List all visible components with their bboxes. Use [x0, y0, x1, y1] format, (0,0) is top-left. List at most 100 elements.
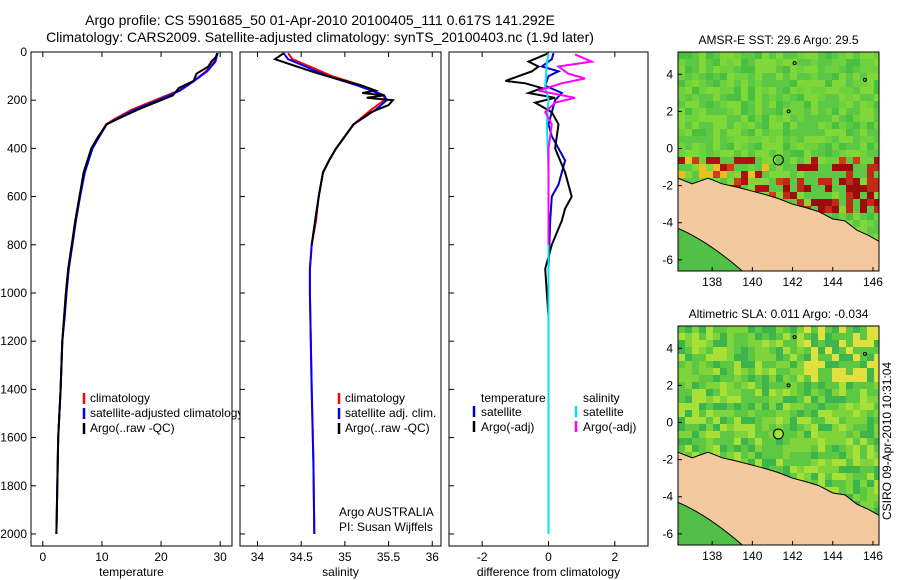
sla-map-cell	[867, 368, 874, 375]
sst-map-cell	[846, 150, 853, 157]
sla-map-cell	[762, 347, 769, 354]
sst-map-cell	[748, 52, 755, 59]
sla-map-cell	[755, 417, 762, 424]
sst-map-cell	[727, 136, 734, 143]
sst-map-cell	[783, 157, 790, 164]
sst-map-cell	[874, 52, 879, 59]
sla-map-cell	[748, 333, 755, 340]
sst-map-cell	[741, 73, 748, 80]
sla-map-cell	[678, 410, 685, 417]
sla-map-cell	[853, 452, 860, 459]
sst-map-cell	[706, 143, 713, 150]
salinity-xtick-label: 34.5	[289, 550, 313, 564]
sst-map-cell	[727, 59, 734, 66]
sst-map-cell	[853, 101, 860, 108]
sst-map-cell	[804, 59, 811, 66]
sla-map-cell	[811, 410, 818, 417]
sst-map-cell	[860, 73, 867, 80]
sla-map-cell	[692, 431, 699, 438]
sst-map-cell	[713, 122, 720, 129]
sst-map-cell	[860, 213, 867, 220]
sla-map-cell	[839, 340, 846, 347]
sla-map-cell	[804, 354, 811, 361]
sst-map-cell	[699, 115, 706, 122]
sst-map-cell	[818, 80, 825, 87]
sla-map-cell	[874, 403, 879, 410]
sst-map-cell	[776, 164, 783, 171]
sla-map-cell	[846, 473, 853, 480]
sst-map-cell	[678, 150, 685, 157]
sst-map-cell	[874, 59, 879, 66]
sst-map-cell	[832, 199, 839, 206]
sst-map-cell	[811, 136, 818, 143]
sla-map-cell	[839, 382, 846, 389]
sst-map-cell	[734, 108, 741, 115]
sst-map-cell	[685, 136, 692, 143]
sst-map-cell	[832, 164, 839, 171]
sst-map-cell	[762, 115, 769, 122]
sla-map-cell	[776, 396, 783, 403]
sla-map-cell	[811, 431, 818, 438]
sla-map-cell	[727, 347, 734, 354]
sst-map-cell	[790, 150, 797, 157]
sla-map-cell	[867, 431, 874, 438]
sla-map-cell	[706, 445, 713, 452]
sst-map-cell	[825, 143, 832, 150]
sla-map-cell	[692, 445, 699, 452]
sst-map-cell	[769, 143, 776, 150]
sst-map-cell	[762, 66, 769, 73]
sst-map-cell	[867, 87, 874, 94]
sst-map-cell	[811, 115, 818, 122]
sla-map-cell	[846, 466, 853, 473]
sla-map-cell	[769, 326, 776, 333]
temperature-panel: 0 10 20 30 0 200 400 600 800 1000 1200 1400 1600 1800…	[0, 45, 243, 579]
sla-map-cell	[755, 361, 762, 368]
sst-map-cell	[790, 52, 797, 59]
sla-map-cell	[699, 410, 706, 417]
sla-map-cell	[832, 424, 839, 431]
sst-map-cell	[776, 101, 783, 108]
sla-map-cell	[741, 368, 748, 375]
difference-xlabel: difference from climatology	[477, 565, 620, 579]
sla-map-cell	[713, 361, 720, 368]
sst-map-cell	[762, 73, 769, 80]
sla-map-cell	[867, 452, 874, 459]
sla-map-cell	[818, 368, 825, 375]
sla-map-cell	[692, 382, 699, 389]
sst-map-cell	[860, 80, 867, 87]
sla-map-cell	[713, 326, 720, 333]
salinity-panel: 34 34.5 35 35.5 36 salinity climatologysatelli…	[239, 51, 442, 579]
sla-map-cell	[853, 466, 860, 473]
sla-map-cell	[860, 445, 867, 452]
sst-map-cell	[867, 52, 874, 59]
sla-map-cell	[853, 347, 860, 354]
sst-map-cell	[818, 143, 825, 150]
sst-map-cell	[811, 73, 818, 80]
sst-map-cell	[804, 94, 811, 101]
sst-map-cell	[797, 52, 804, 59]
sla-map-cell	[727, 424, 734, 431]
sst-title: AMSR-E SST: 29.6 Argo: 29.5	[698, 33, 858, 47]
sla-map-cell	[769, 340, 776, 347]
sla-map-cell	[797, 382, 804, 389]
sst-map-cell	[692, 94, 699, 101]
sla-map-cell	[825, 480, 832, 487]
sst-map-cell	[804, 192, 811, 199]
sla-xtick-label: 140	[742, 549, 762, 563]
sst-map-cell	[769, 66, 776, 73]
sst-map-cell	[755, 164, 762, 171]
sst-map-cell	[797, 80, 804, 87]
sst-map-cell	[727, 178, 734, 185]
sst-map-cell	[748, 129, 755, 136]
sla-map-cell	[699, 368, 706, 375]
temperature-xtick-label: 30	[213, 550, 227, 564]
sst-map-cell	[839, 199, 846, 206]
sst-map-cell	[825, 199, 832, 206]
sst-map-cell	[867, 178, 874, 185]
sla-map-cell	[825, 354, 832, 361]
sla-ytick-label: 4	[666, 341, 673, 355]
sla-map-cell	[685, 417, 692, 424]
salinity-series-line-3	[272, 52, 395, 245]
sst-map-cell	[720, 80, 727, 87]
